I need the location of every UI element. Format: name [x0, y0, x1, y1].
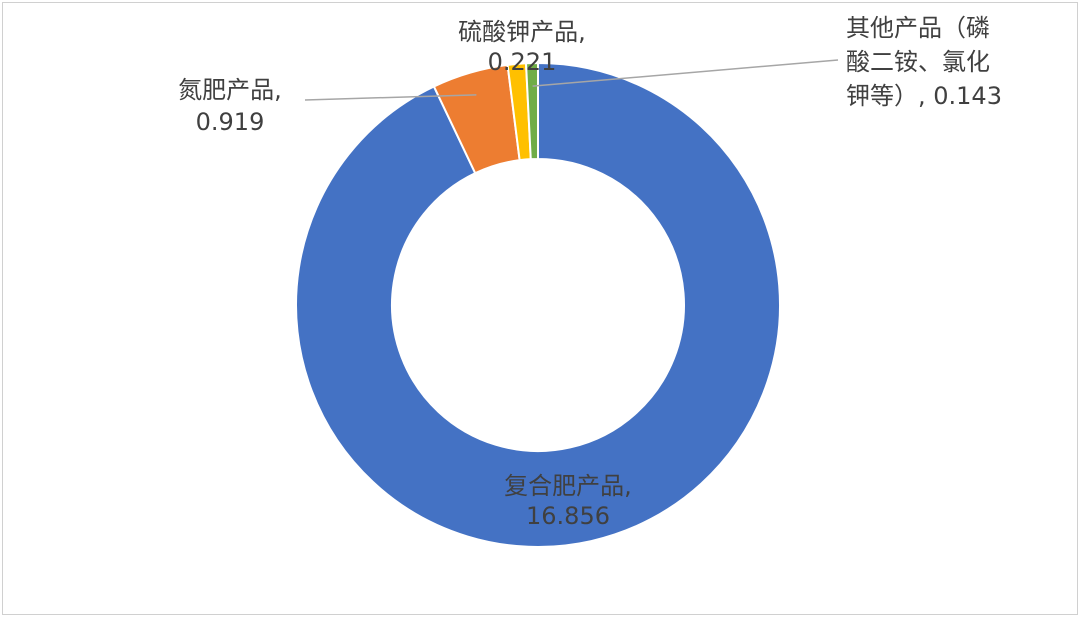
label-compound-fertilizer-name: 复合肥产品,	[504, 472, 632, 500]
slice-other-products	[524, 61, 539, 161]
slice-compound-fertilizer	[295, 61, 781, 548]
label-other-products-line3: 钾等）, 0.143	[846, 82, 1002, 110]
label-potassium-sulfate-value: 0.221	[488, 48, 557, 76]
label-nitrogen-fertilizer-name: 氮肥产品,	[178, 76, 282, 104]
data-labels: 复合肥产品, 16.856 氮肥产品, 0.919 硫酸钾产品, 0.221 其…	[178, 14, 1002, 530]
leader-lines	[304, 59, 839, 101]
label-other-products-line1: 其他产品（磷	[846, 14, 990, 42]
label-potassium-sulfate-name: 硫酸钾产品,	[458, 18, 586, 46]
donut-slices	[295, 61, 781, 548]
label-nitrogen-fertilizer-value: 0.919	[196, 108, 265, 136]
label-compound-fertilizer-value: 16.856	[526, 502, 610, 530]
leader-other-products	[532, 59, 839, 87]
leader-nitrogen-fertilizer	[304, 94, 477, 101]
label-other-products-line2: 酸二铵、氯化	[846, 48, 990, 76]
